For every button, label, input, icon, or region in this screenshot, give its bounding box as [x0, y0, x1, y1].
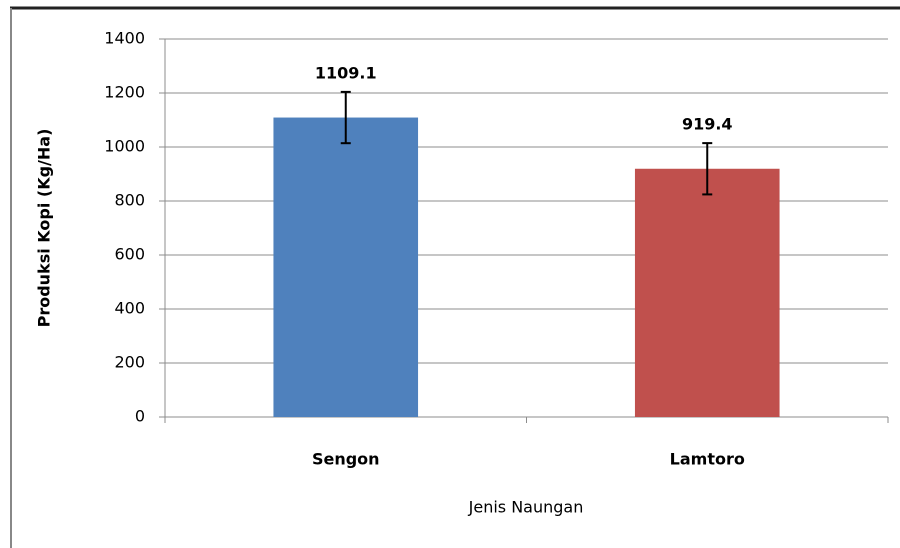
x-tick-label: Lamtoro — [670, 450, 745, 469]
y-tick-label: 0 — [135, 407, 145, 426]
y-tick-label: 1200 — [104, 83, 145, 102]
y-axis-label: Produksi Kopi (Kg/Ha) — [35, 129, 54, 328]
bar — [634, 168, 780, 417]
y-tick-label: 1400 — [104, 29, 145, 48]
x-tick-label: Sengon — [312, 450, 380, 469]
data-label: 919.4 — [682, 115, 733, 134]
y-tick-label: 200 — [114, 353, 145, 372]
y-tick-label: 600 — [114, 245, 145, 264]
y-tick-label: 400 — [114, 299, 145, 318]
y-tick-label: 800 — [114, 191, 145, 210]
x-axis-label: Jenis Naungan — [468, 498, 584, 517]
y-tick-label: 1000 — [104, 137, 145, 156]
bar — [273, 117, 419, 417]
data-label: 1109.1 — [315, 63, 377, 82]
